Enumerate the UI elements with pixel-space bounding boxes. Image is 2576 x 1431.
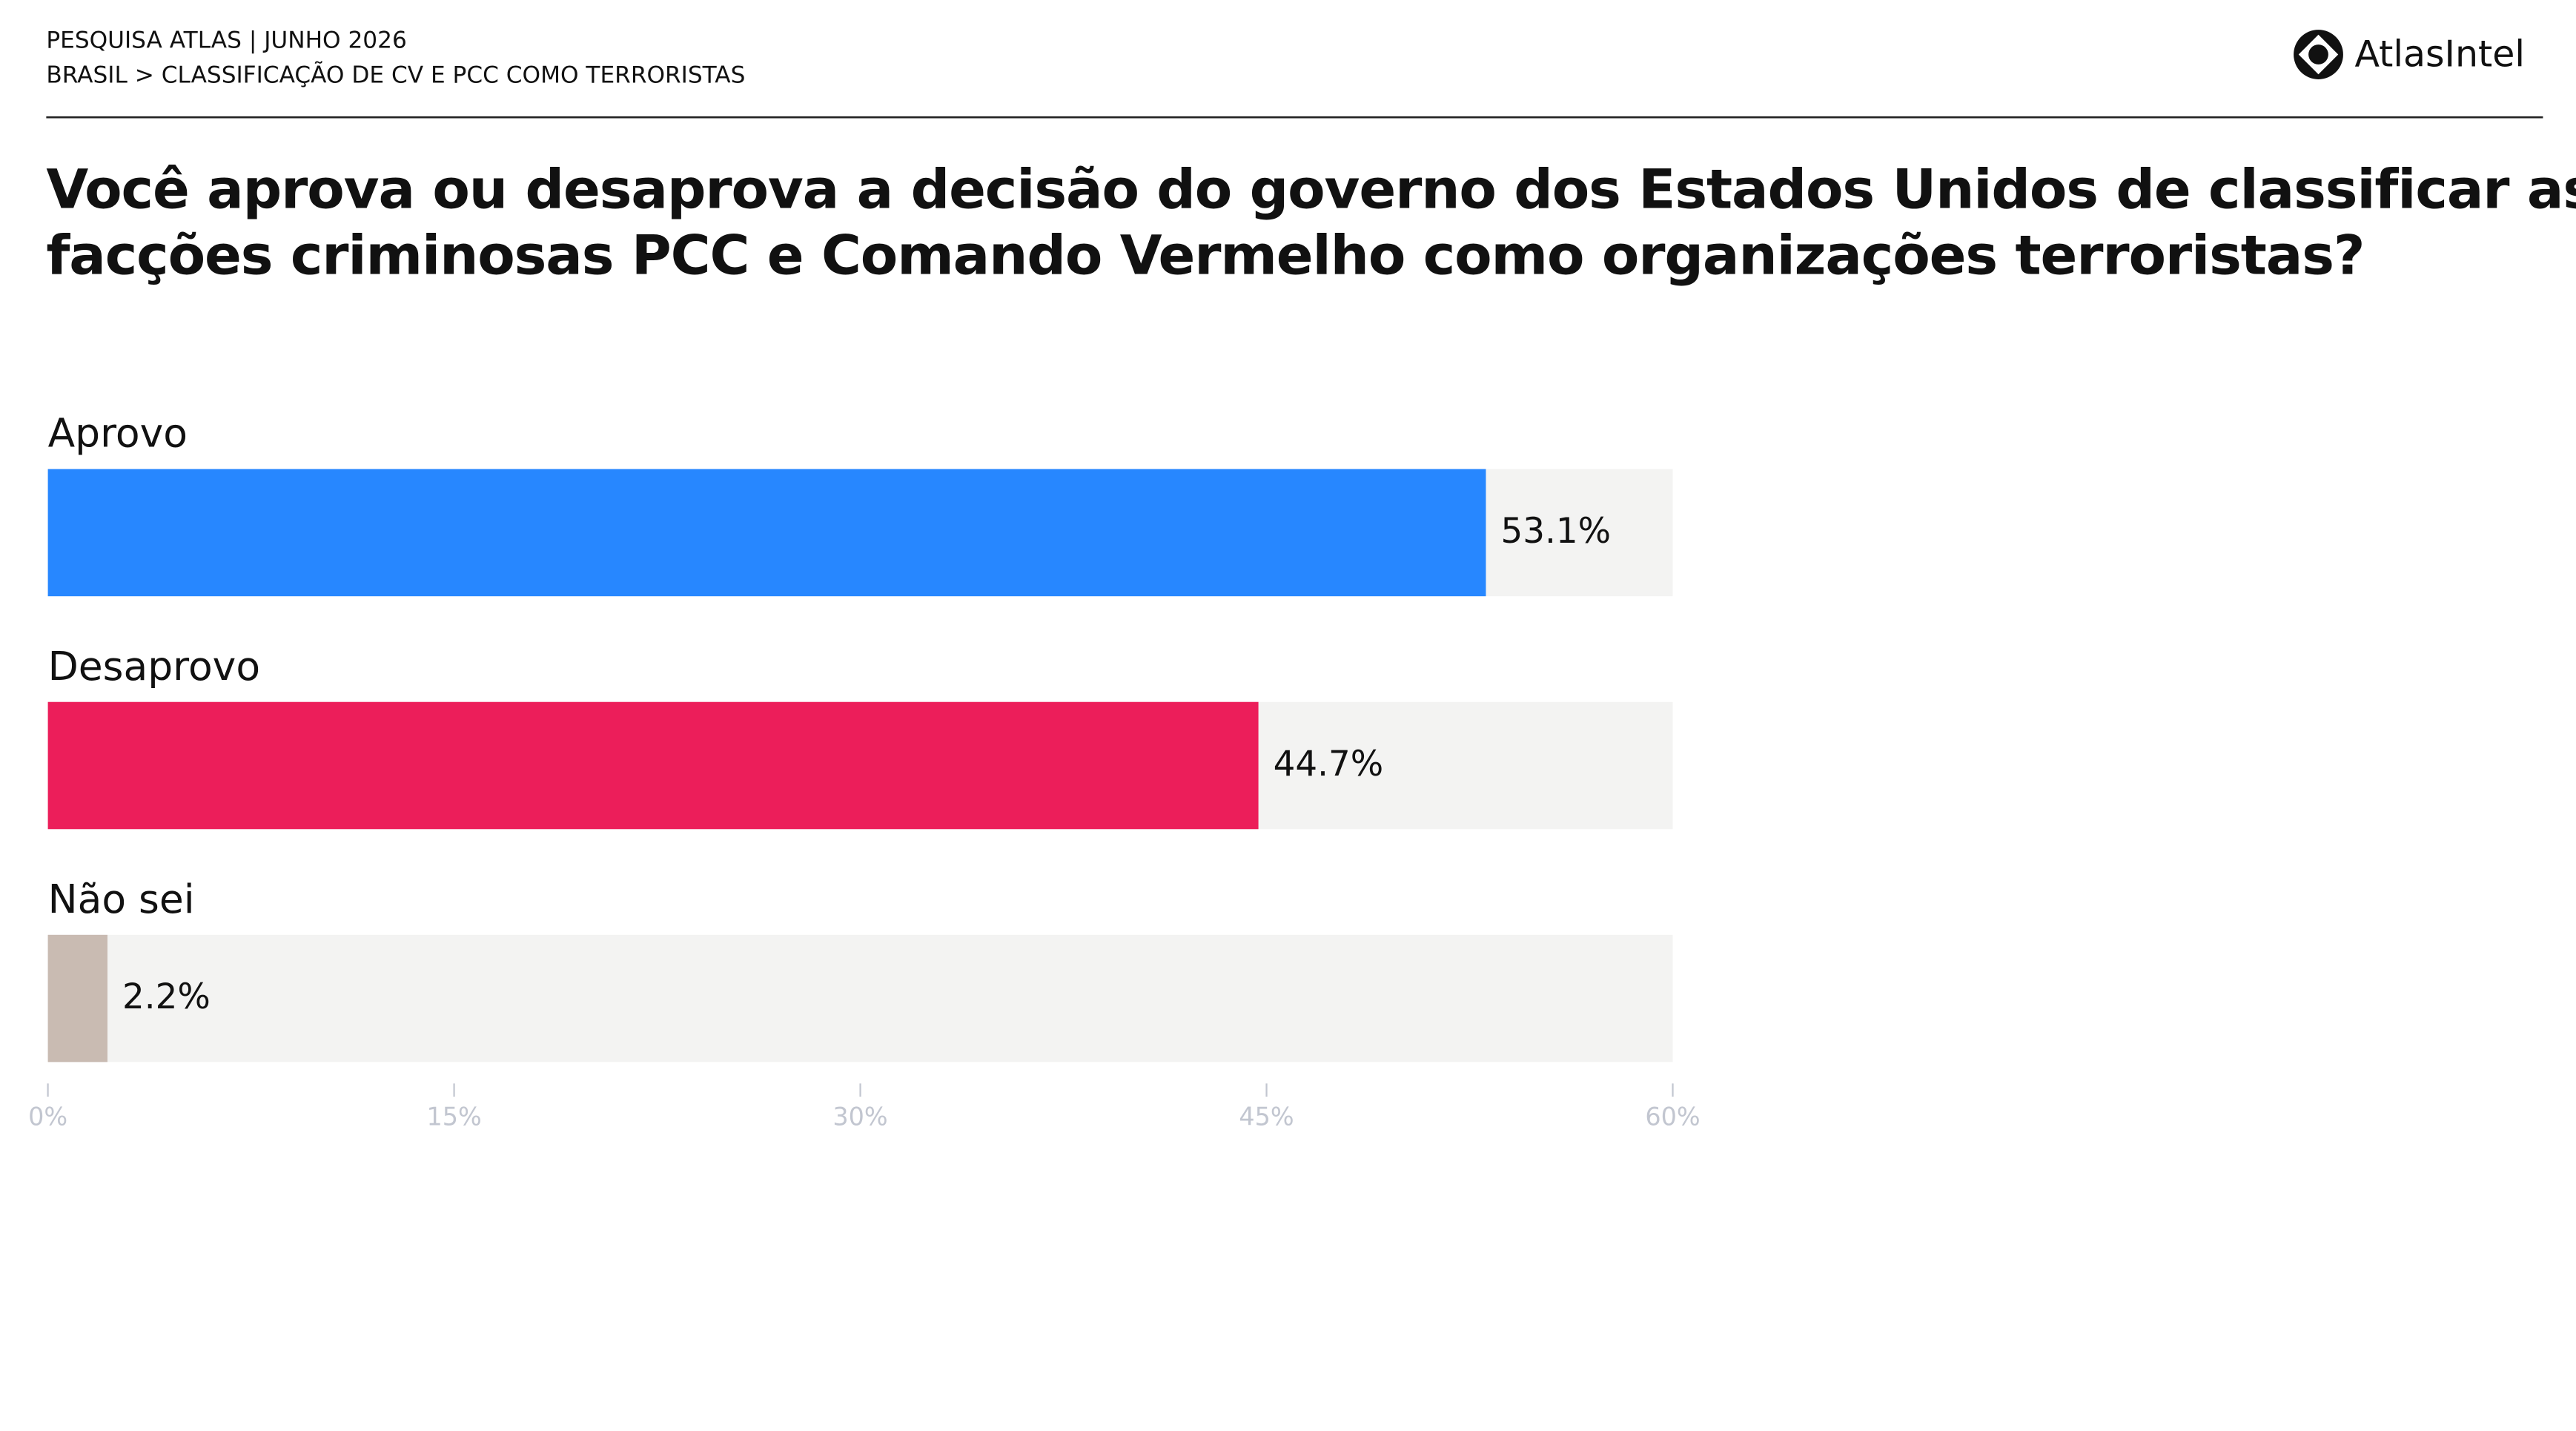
- value-label: 44.7%: [1274, 744, 1384, 784]
- value-label: 53.1%: [1500, 512, 1611, 552]
- chart-title: Você aprova ou desaprova a decisão do go…: [46, 159, 2576, 288]
- bar: [47, 934, 107, 1062]
- x-tick-label: 30%: [832, 1103, 887, 1131]
- header-line2: BRASIL > CLASSIFICAÇÃO DE CV E PCC COMO …: [46, 60, 745, 88]
- category-label: Desaprovo: [48, 643, 260, 690]
- value-label: 2.2%: [122, 977, 211, 1017]
- x-tick-label: 60%: [1645, 1103, 1700, 1131]
- x-tick-label: 45%: [1239, 1103, 1294, 1131]
- bar-track: [47, 934, 1673, 1062]
- x-tick-label: 0%: [28, 1103, 67, 1131]
- category-label: Aprovo: [48, 410, 188, 457]
- category-label: Não sei: [48, 876, 195, 922]
- bar: [47, 469, 1486, 597]
- header-line1: PESQUISA ATLAS | JUNHO 2026: [46, 27, 406, 54]
- logo-icon: [2294, 30, 2343, 79]
- x-tick-label: 15%: [426, 1103, 481, 1131]
- logo-text: AtlasIntel: [2355, 33, 2526, 75]
- bar: [47, 701, 1259, 830]
